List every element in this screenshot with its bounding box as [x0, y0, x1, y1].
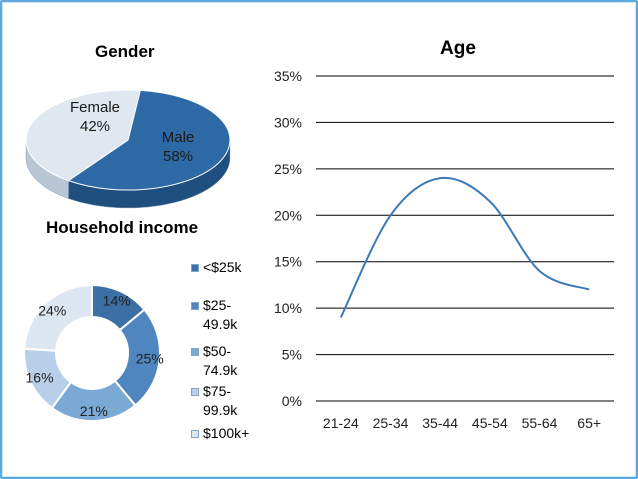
income-legend-item-2: $50- 74.9k: [191, 342, 273, 380]
income-value-label-2: 21%: [80, 403, 108, 419]
income-legend-item-4: $100k+: [191, 424, 273, 443]
income-legend-text-1: 49.9k: [203, 316, 238, 332]
age-ytick-label-4: 20%: [274, 207, 302, 223]
gender-label-female-name: Female: [69, 99, 121, 116]
income-value-label-0: 14%: [103, 293, 131, 309]
age-xtick-label-1: 25-34: [373, 415, 409, 431]
income-legend-text-2: 74.9k: [203, 362, 238, 378]
gender-label-female-value: 42%: [79, 118, 111, 135]
income-legend-text-0: <$25k: [203, 259, 242, 275]
income-legend-item-1: $25- 49.9k: [191, 296, 273, 334]
income-legend-swatch-3: [191, 388, 199, 396]
income-legend-text-3: $75-: [203, 383, 232, 399]
age-xtick-label-3: 45-54: [472, 415, 508, 431]
income-value-label-3: 16%: [26, 370, 54, 386]
income-legend-text-1: $25-: [203, 297, 232, 313]
age-ytick-label-1: 5%: [282, 347, 302, 363]
income-value-label-1: 25%: [136, 350, 164, 366]
gender-label-male-name: Male: [161, 129, 195, 146]
gender-label-female: Female 42%: [60, 98, 130, 136]
income-legend-swatch-1: [191, 302, 199, 310]
age-chart-title: Age: [440, 38, 476, 59]
income-legend-swatch-4: [191, 430, 199, 438]
age-ytick-label-5: 25%: [274, 161, 302, 177]
gender-slice-female: [25, 89, 141, 182]
age-xtick-label-4: 55-64: [522, 415, 558, 431]
income-legend-text-3: 99.9k: [203, 402, 238, 418]
income-chart-title: Household income: [46, 218, 199, 237]
income-legend-item-3: $75- 99.9k: [191, 382, 273, 420]
age-ytick-label-0: 0%: [282, 393, 302, 409]
gender-slice-male: [67, 89, 231, 191]
income-legend-swatch-2: [191, 348, 199, 356]
income-legend-swatch-0: [191, 264, 199, 272]
age-ytick-label-7: 35%: [274, 68, 302, 84]
age-ytick-label-2: 10%: [274, 300, 302, 316]
income-legend-text-4: $100k+: [203, 425, 250, 441]
age-xtick-label-2: 35-44: [422, 415, 458, 431]
income-legend-text-2: $50-: [203, 343, 232, 359]
age-ytick-label-3: 15%: [274, 254, 302, 270]
income-legend-item-0: <$25k: [191, 258, 273, 277]
age-xtick-label-0: 21-24: [323, 415, 359, 431]
age-ytick-label-6: 30%: [274, 114, 302, 130]
income-segment-4: [23, 283, 93, 352]
age-xtick-label-5: 65+: [577, 415, 601, 431]
income-value-label-4: 24%: [38, 303, 66, 319]
gender-label-male-value: 58%: [162, 148, 194, 165]
gender-label-male: Male 58%: [148, 128, 208, 166]
gender-chart-title: Gender: [95, 42, 155, 61]
age-series-line: [339, 176, 590, 318]
